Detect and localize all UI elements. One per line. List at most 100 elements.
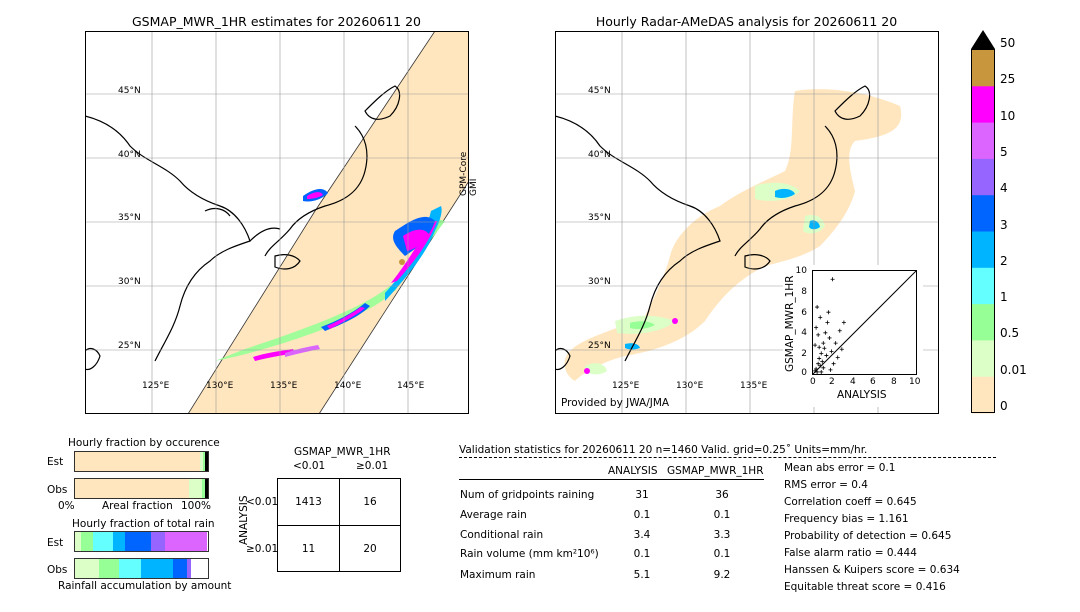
- left-rain-band: [215, 189, 445, 361]
- scatter-point: [819, 369, 824, 374]
- score-line: False alarm ratio = 0.444: [784, 547, 917, 559]
- scatter-point: [814, 325, 819, 330]
- validation-col-rule: [459, 479, 764, 480]
- scatter-tick: 0: [810, 377, 816, 387]
- contingency-title: GSMAP_MWR_1HR: [294, 446, 391, 458]
- colorbar-level-label: 50: [1000, 36, 1016, 50]
- colorbar-segment: [972, 50, 994, 87]
- colorbar-segment: [972, 158, 994, 196]
- lat-label: 30°N: [118, 277, 141, 287]
- score-line: Hanssen & Kuipers score = 0.634: [784, 564, 960, 576]
- stat-label: Maximum rain: [460, 569, 536, 581]
- scatter-point: [837, 328, 842, 333]
- sensor-label: GPM-Core: [459, 151, 469, 196]
- scatter-tick: 6: [870, 377, 876, 387]
- contingency-row-header: <0.01: [246, 496, 279, 508]
- stat-analysis: 31: [635, 489, 649, 501]
- contingency-cell: 16: [363, 496, 377, 508]
- colorbar-segment: [972, 340, 994, 378]
- scatter-point: [813, 368, 818, 373]
- scatter-point: [817, 345, 822, 350]
- scatter-point: [827, 335, 832, 340]
- colorbar-segment: [972, 195, 994, 232]
- colorbar-level-label: 3: [1000, 217, 1008, 232]
- occurrence-bars: [74, 451, 209, 499]
- scatter-tick: 4: [850, 377, 856, 387]
- contingency-table: 1413 16 11 20: [277, 478, 401, 572]
- scatter-point: [814, 366, 819, 371]
- colorbar-level-label: 4: [1000, 181, 1008, 196]
- contingency-col-header: ≥0.01: [356, 460, 389, 472]
- left-map: [85, 31, 469, 414]
- score-line: Probability of detection = 0.645: [784, 530, 952, 542]
- scatter-point: [830, 277, 835, 282]
- colorbar-level-label: 0: [1000, 399, 1008, 413]
- lat-label: 25°N: [588, 341, 611, 351]
- stat-gsmap: 9.2: [713, 569, 731, 581]
- occurrence-row-obs: Obs: [47, 484, 68, 496]
- lon-label: 145°E: [397, 381, 425, 391]
- scatter-point: [831, 361, 836, 366]
- colorbar-segment: [972, 267, 994, 305]
- stat-analysis: 3.4: [633, 529, 651, 541]
- scatter-tick: 8: [891, 377, 897, 387]
- lat-label: 45°N: [588, 86, 611, 96]
- contingency-cell: 1413: [295, 496, 322, 508]
- scatter-point: [816, 332, 821, 337]
- total-rain-row-est: Est: [47, 537, 64, 549]
- scatter-point: [820, 359, 825, 364]
- scatter-point: [815, 305, 820, 310]
- colorbar-level-label: 0.01: [1000, 362, 1027, 377]
- stat-analysis: 0.1: [633, 548, 651, 560]
- total-rain-title: Hourly fraction of total rain: [72, 518, 215, 530]
- colorbar-segment: [972, 231, 994, 269]
- contingency-cell: 11: [301, 543, 316, 555]
- score-line: Frequency bias = 1.161: [784, 513, 909, 525]
- stat-analysis: 0.1: [633, 509, 651, 521]
- stat-label: Average rain: [460, 509, 527, 521]
- occurrence-title: Hourly fraction by occurence: [68, 437, 220, 449]
- colorbar-segment: [972, 86, 994, 124]
- lat-label: 35°N: [118, 213, 141, 223]
- occurrence-row-est: Est: [47, 456, 64, 468]
- scatter-point: [819, 351, 824, 356]
- colorbar-segment: [972, 304, 994, 341]
- contingency-row-header: ≥0.01: [246, 543, 279, 555]
- scatter-tick: 2: [829, 377, 835, 387]
- scatter-point: [825, 320, 830, 325]
- scatter-point: [817, 356, 822, 361]
- right-map-title: Hourly Radar-AMeDAS analysis for 2026061…: [595, 14, 898, 29]
- score-line: Correlation coeff = 0.645: [784, 496, 917, 508]
- scatter-point: [813, 343, 818, 348]
- scatter-tick: 0: [801, 368, 807, 378]
- lon-label: 135°E: [740, 381, 768, 391]
- lon-label: 140°E: [334, 381, 362, 391]
- validation-divider: [459, 457, 996, 458]
- scatter-tick: 4: [801, 328, 807, 338]
- scatter-tick: 6: [801, 308, 807, 318]
- scatter-point: [839, 347, 844, 352]
- lat-label: 30°N: [588, 277, 611, 287]
- colorbar-level-label: 5: [1000, 144, 1008, 159]
- scatter-tick: 2: [801, 349, 807, 359]
- scatter-point: [818, 315, 823, 320]
- lon-label: 130°E: [206, 381, 234, 391]
- validation-header: Validation statistics for 20260611 20 n=…: [459, 444, 868, 456]
- colorbar-labels: 50 25 10 5 4 3 2 1 0.5 0.01 0: [1000, 36, 1040, 420]
- scatter-point: [816, 361, 821, 366]
- scatter-point: [829, 349, 834, 354]
- occurrence-xlabel-left: 0%: [58, 500, 75, 512]
- lat-label: 40°N: [118, 150, 141, 160]
- score-line: Equitable threat score = 0.416: [784, 581, 946, 593]
- score-line: Mean abs error = 0.1: [784, 462, 896, 474]
- colorbar-level-label: 0.5: [1000, 326, 1020, 341]
- colorbar-level-label: 1: [1000, 290, 1008, 305]
- colorbar: [971, 30, 995, 414]
- credit-text: Provided by JWA/JMA: [561, 397, 670, 409]
- scatter-point: [833, 341, 838, 346]
- scatter-point: [821, 341, 826, 346]
- lat-label: 25°N: [118, 341, 141, 351]
- stat-label: Rain volume (mm km²10⁶): [460, 548, 599, 560]
- scatter-point: [823, 330, 828, 335]
- stat-gsmap: 3.3: [713, 529, 731, 541]
